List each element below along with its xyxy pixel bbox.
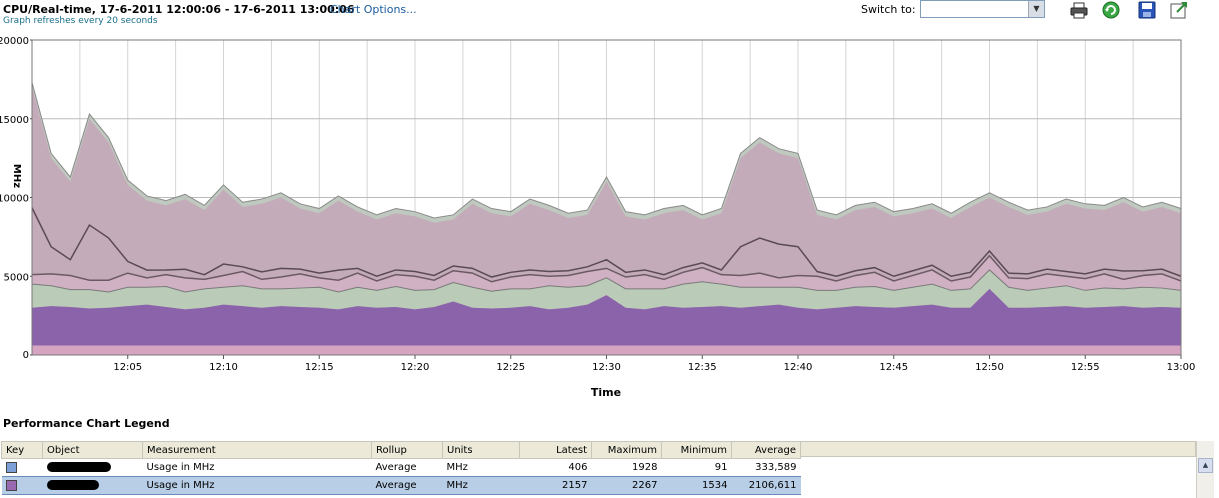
rollup-cell: Average — [375, 462, 417, 473]
legend-key-swatch — [5, 479, 17, 491]
y-tick-label: 10000 — [0, 194, 29, 205]
measurement-cell: Usage in MHz — [142, 476, 372, 495]
col-maximum[interactable]: Maximum — [591, 441, 662, 459]
switch-to-label: Switch to: — [861, 3, 916, 16]
col-object[interactable]: Object — [42, 441, 143, 459]
scroll-up-icon[interactable]: ▲ — [1198, 458, 1213, 473]
y-tick-label: 20000 — [0, 36, 29, 47]
maximum-cell: 2267 — [591, 476, 662, 495]
legend-header-row: Key Object Measurement Rollup Units Late… — [1, 441, 801, 459]
col-rollup[interactable]: Rollup — [371, 441, 443, 459]
series-upper-band — [32, 255, 1181, 292]
chart-options-link[interactable]: Chart Options... — [330, 3, 417, 16]
redacted-object-name — [46, 480, 99, 490]
series-base-area — [32, 345, 1181, 355]
redacted-object-name — [46, 462, 111, 472]
average-cell: 333,589 — [755, 462, 797, 473]
table-row[interactable]: Usage in MHz Average MHz 406 1928 91 333… — [2, 459, 801, 477]
x-tick-label: 12:25 — [496, 362, 525, 373]
y-tick-label: 0 — [23, 350, 29, 361]
x-axis-label: Time — [591, 386, 621, 399]
series-mid-area — [32, 269, 1181, 310]
save-icon[interactable] — [1138, 1, 1156, 19]
export-icon[interactable] — [1170, 1, 1188, 19]
x-tick-label: 13:00 — [1167, 362, 1196, 373]
col-latest[interactable]: Latest — [519, 441, 592, 459]
minimum-cell: 91 — [714, 462, 728, 473]
legend-title: Performance Chart Legend — [3, 417, 170, 430]
series-line-mid — [31, 269, 1182, 293]
x-tick-label: 12:30 — [592, 362, 621, 373]
maximum-cell: 1928 — [632, 462, 658, 473]
measurement-cell: Usage in MHz — [146, 462, 215, 473]
col-minimum[interactable]: Minimum — [661, 441, 732, 459]
col-measurement[interactable]: Measurement — [142, 441, 372, 459]
printer-icon[interactable] — [1070, 1, 1088, 19]
series-line-total — [31, 82, 1182, 219]
legend-table: Key Object Measurement Rollup Units Late… — [1, 441, 801, 495]
chart-header: CPU/Real-time, 17-6-2011 12:00:06 - 17-6… — [0, 0, 1219, 30]
table-row[interactable]: Usage in MHz Average MHz 2157 2267 1534 … — [1, 476, 801, 495]
col-average[interactable]: Average — [731, 441, 801, 459]
x-tick-label: 12:05 — [113, 362, 142, 373]
x-tick-label: 12:10 — [209, 362, 238, 373]
average-cell: 2106,611 — [731, 476, 801, 495]
rollup-cell: Average — [371, 476, 443, 495]
x-tick-label: 12:50 — [975, 362, 1004, 373]
chevron-down-icon[interactable]: ▼ — [1028, 1, 1044, 17]
series-purple-band — [32, 288, 1181, 346]
y-axis-label: MHz — [11, 164, 22, 188]
x-tick-label: 12:35 — [688, 362, 717, 373]
legend-scrollbar[interactable]: ▲ — [1196, 441, 1214, 498]
x-tick-label: 12:15 — [305, 362, 334, 373]
legend-header-filler — [800, 441, 1196, 457]
chart-title: CPU/Real-time, 17-6-2011 12:00:06 - 17-6… — [3, 3, 355, 16]
y-tick-label: 15000 — [0, 115, 29, 126]
latest-cell: 2157 — [519, 476, 592, 495]
x-tick-label: 12:55 — [1071, 362, 1100, 373]
units-cell: MHz — [442, 476, 520, 495]
x-tick-label: 12:20 — [401, 362, 430, 373]
refresh-note: Graph refreshes every 20 seconds — [3, 16, 158, 26]
y-tick-label: 5000 — [4, 272, 29, 283]
x-tick-label: 12:40 — [784, 362, 813, 373]
latest-cell: 406 — [568, 462, 588, 473]
legend-key-swatch — [5, 461, 17, 473]
col-key[interactable]: Key — [1, 441, 43, 459]
performance-chart: MHz Time 0 5000 10000 15000 20000 12:05 12:10 1… — [0, 36, 1196, 399]
x-tick-label: 12:45 — [879, 362, 908, 373]
units-cell: MHz — [446, 462, 468, 473]
minimum-cell: 1534 — [661, 476, 732, 495]
col-units[interactable]: Units — [442, 441, 520, 459]
refresh-icon[interactable] — [1102, 1, 1120, 19]
series-line-aggregate — [31, 207, 1182, 278]
switch-to-dropdown[interactable]: ▼ — [920, 0, 1045, 18]
series-line-upper — [31, 254, 1182, 283]
